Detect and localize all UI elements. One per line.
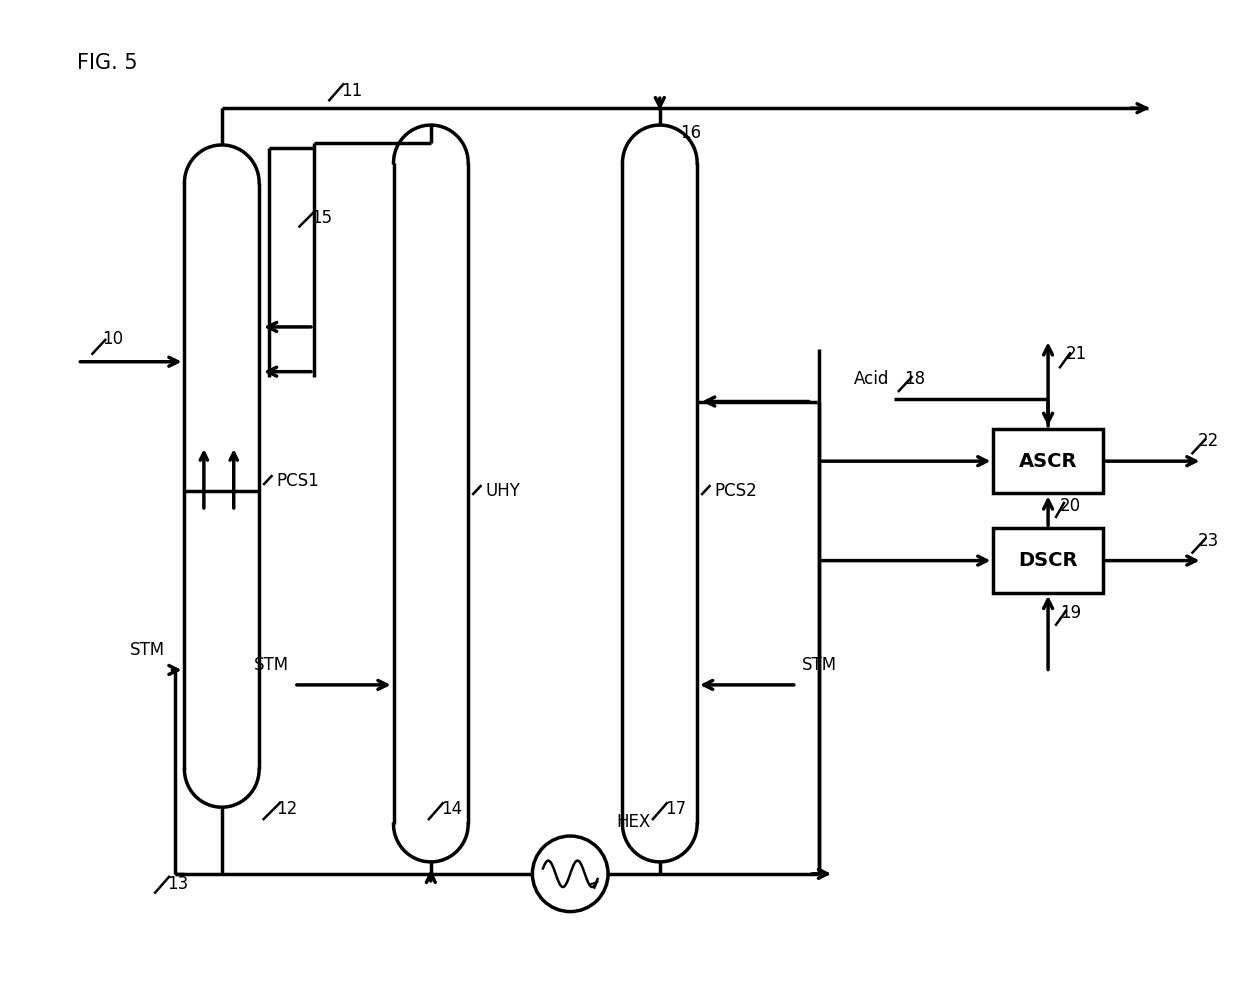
Text: 17: 17 [665,800,686,818]
Polygon shape [185,145,259,807]
Text: ASCR: ASCR [1019,451,1078,471]
Text: FIG. 5: FIG. 5 [77,54,138,74]
Text: 23: 23 [1198,532,1219,549]
Text: 22: 22 [1198,433,1219,450]
Polygon shape [622,126,697,862]
Bar [993,529,1102,593]
Text: STM: STM [129,641,165,659]
Text: 18: 18 [904,370,925,388]
Text: 10: 10 [103,330,124,348]
Text: HEX: HEX [616,813,650,831]
Text: PCS2: PCS2 [714,482,758,500]
Text: STM: STM [802,656,837,674]
Text: 16: 16 [680,124,701,142]
Text: 13: 13 [167,875,188,893]
Text: DSCR: DSCR [1018,551,1078,570]
Text: 14: 14 [440,800,463,818]
Circle shape [532,836,608,911]
Text: STM: STM [254,656,289,674]
Text: UHY: UHY [486,482,521,500]
Text: 15: 15 [311,209,332,227]
Text: PCS1: PCS1 [277,472,319,490]
Text: 20: 20 [1060,497,1081,515]
Text: 12: 12 [277,800,298,818]
Text: Acid: Acid [853,370,889,388]
Text: 21: 21 [1066,345,1087,363]
Bar [993,429,1102,493]
Text: 19: 19 [1060,603,1081,622]
Polygon shape [393,126,469,862]
Text: 11: 11 [341,82,362,100]
